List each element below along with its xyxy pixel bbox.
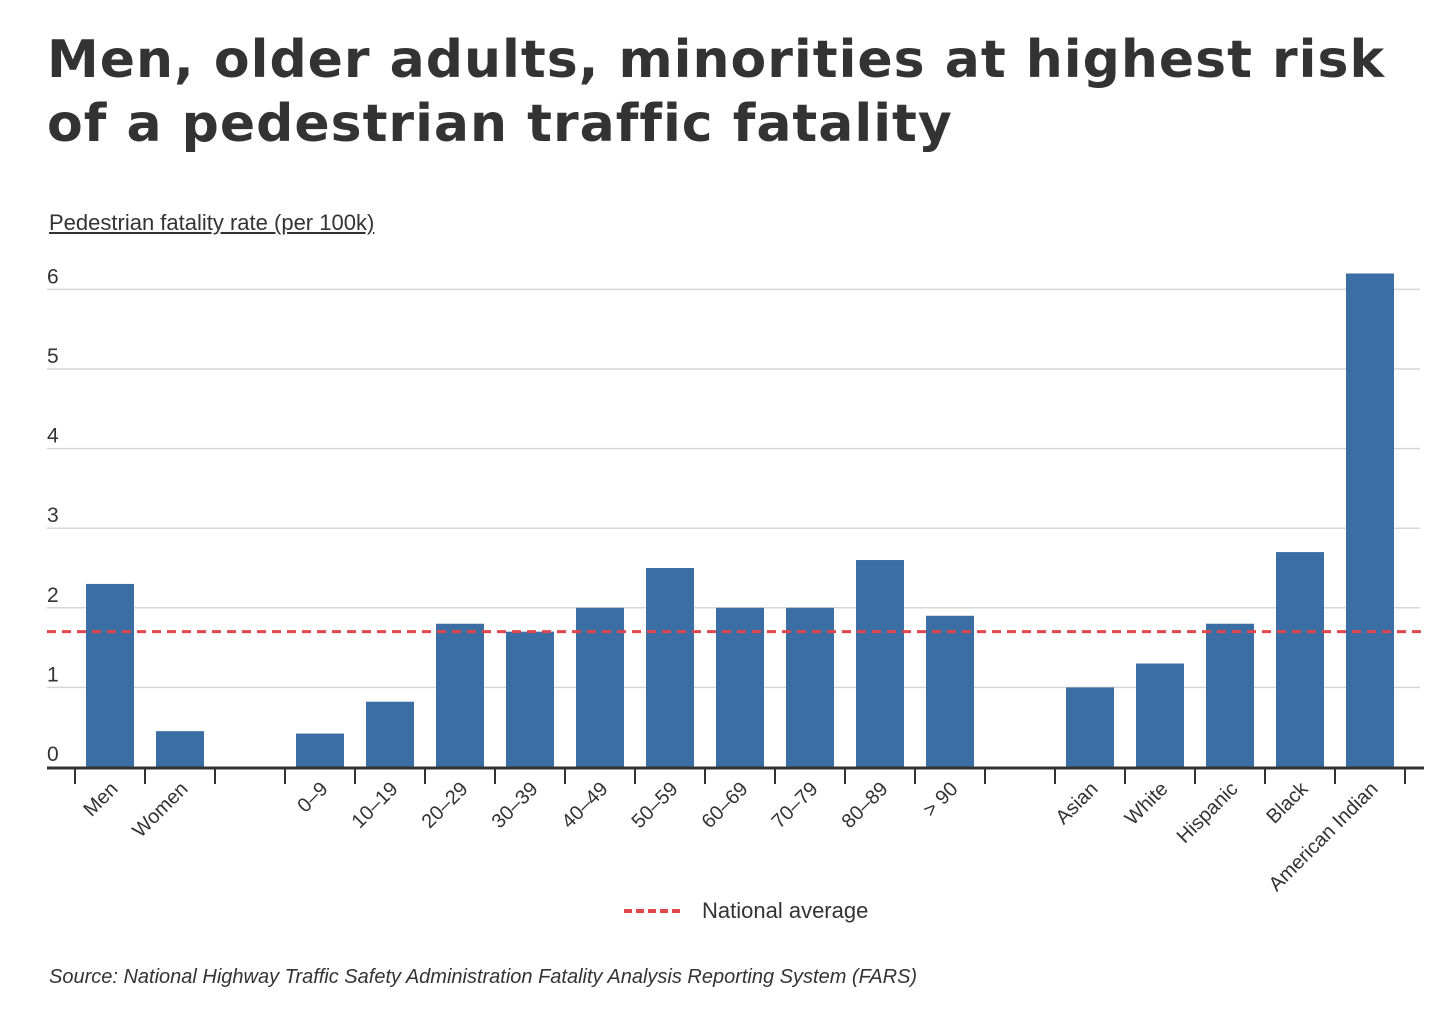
x-tick-label: Asian [1052, 778, 1103, 829]
x-tick-label: > 90 [919, 778, 962, 821]
x-axis [47, 766, 1424, 784]
x-tick-label: Hispanic [1173, 778, 1243, 848]
bar [1136, 663, 1184, 767]
chart-title: Men, older adults, minorities at highest… [47, 30, 1386, 154]
x-tick-label: 40–49 [558, 778, 613, 833]
bars [86, 273, 1394, 767]
bar [436, 623, 484, 767]
x-tick-label: 10–19 [348, 778, 403, 833]
x-tick-label: 30–39 [488, 778, 543, 833]
bar [576, 607, 624, 767]
x-tick-label: Black [1262, 777, 1313, 828]
y-axis-label: Pedestrian fatality rate (per 100k) [49, 210, 375, 235]
y-tick-label: 2 [47, 584, 59, 607]
bar [1066, 687, 1114, 767]
y-tick-label: 0 [47, 743, 59, 766]
bar [86, 583, 134, 767]
x-tick-label: 70–79 [768, 778, 823, 833]
y-tick-labels: 0 1 2 3 4 5 6 [47, 265, 59, 766]
bar [296, 733, 344, 767]
x-tick-labels: Men Women 0–9 10–19 20–29 30–39 40–49 50–59 60–6… [79, 777, 1382, 895]
bar [156, 731, 204, 767]
y-tick-label: 5 [47, 345, 59, 368]
bar [786, 607, 834, 767]
gridlines [47, 288, 1420, 689]
y-tick-label: 3 [47, 504, 59, 527]
y-tick-label: 1 [47, 663, 59, 686]
bar [1346, 273, 1394, 767]
bar [856, 560, 904, 767]
bar [366, 701, 414, 767]
legend: National average [624, 896, 868, 926]
bar [716, 607, 764, 767]
bar [1206, 623, 1254, 767]
x-tick-label: 0–9 [293, 778, 332, 817]
bar [646, 568, 694, 767]
bar [1276, 552, 1324, 767]
x-tick-label: 20–29 [418, 778, 473, 833]
x-tick-label: White [1121, 778, 1173, 830]
y-tick-label: 4 [47, 425, 59, 448]
x-tick-label: Women [129, 778, 193, 842]
bar [926, 615, 974, 767]
legend-label-national-average: National average [702, 898, 869, 923]
legend-swatch-national-average [624, 909, 680, 913]
x-tick-label: 50–59 [628, 778, 683, 833]
bar [506, 631, 554, 767]
x-tick-label: Men [79, 778, 122, 821]
y-tick-label: 6 [47, 265, 59, 288]
x-tick-label: 80–89 [838, 778, 893, 833]
x-tick-label: 60–69 [698, 778, 753, 833]
source-note: Source: National Highway Traffic Safety … [49, 966, 918, 988]
